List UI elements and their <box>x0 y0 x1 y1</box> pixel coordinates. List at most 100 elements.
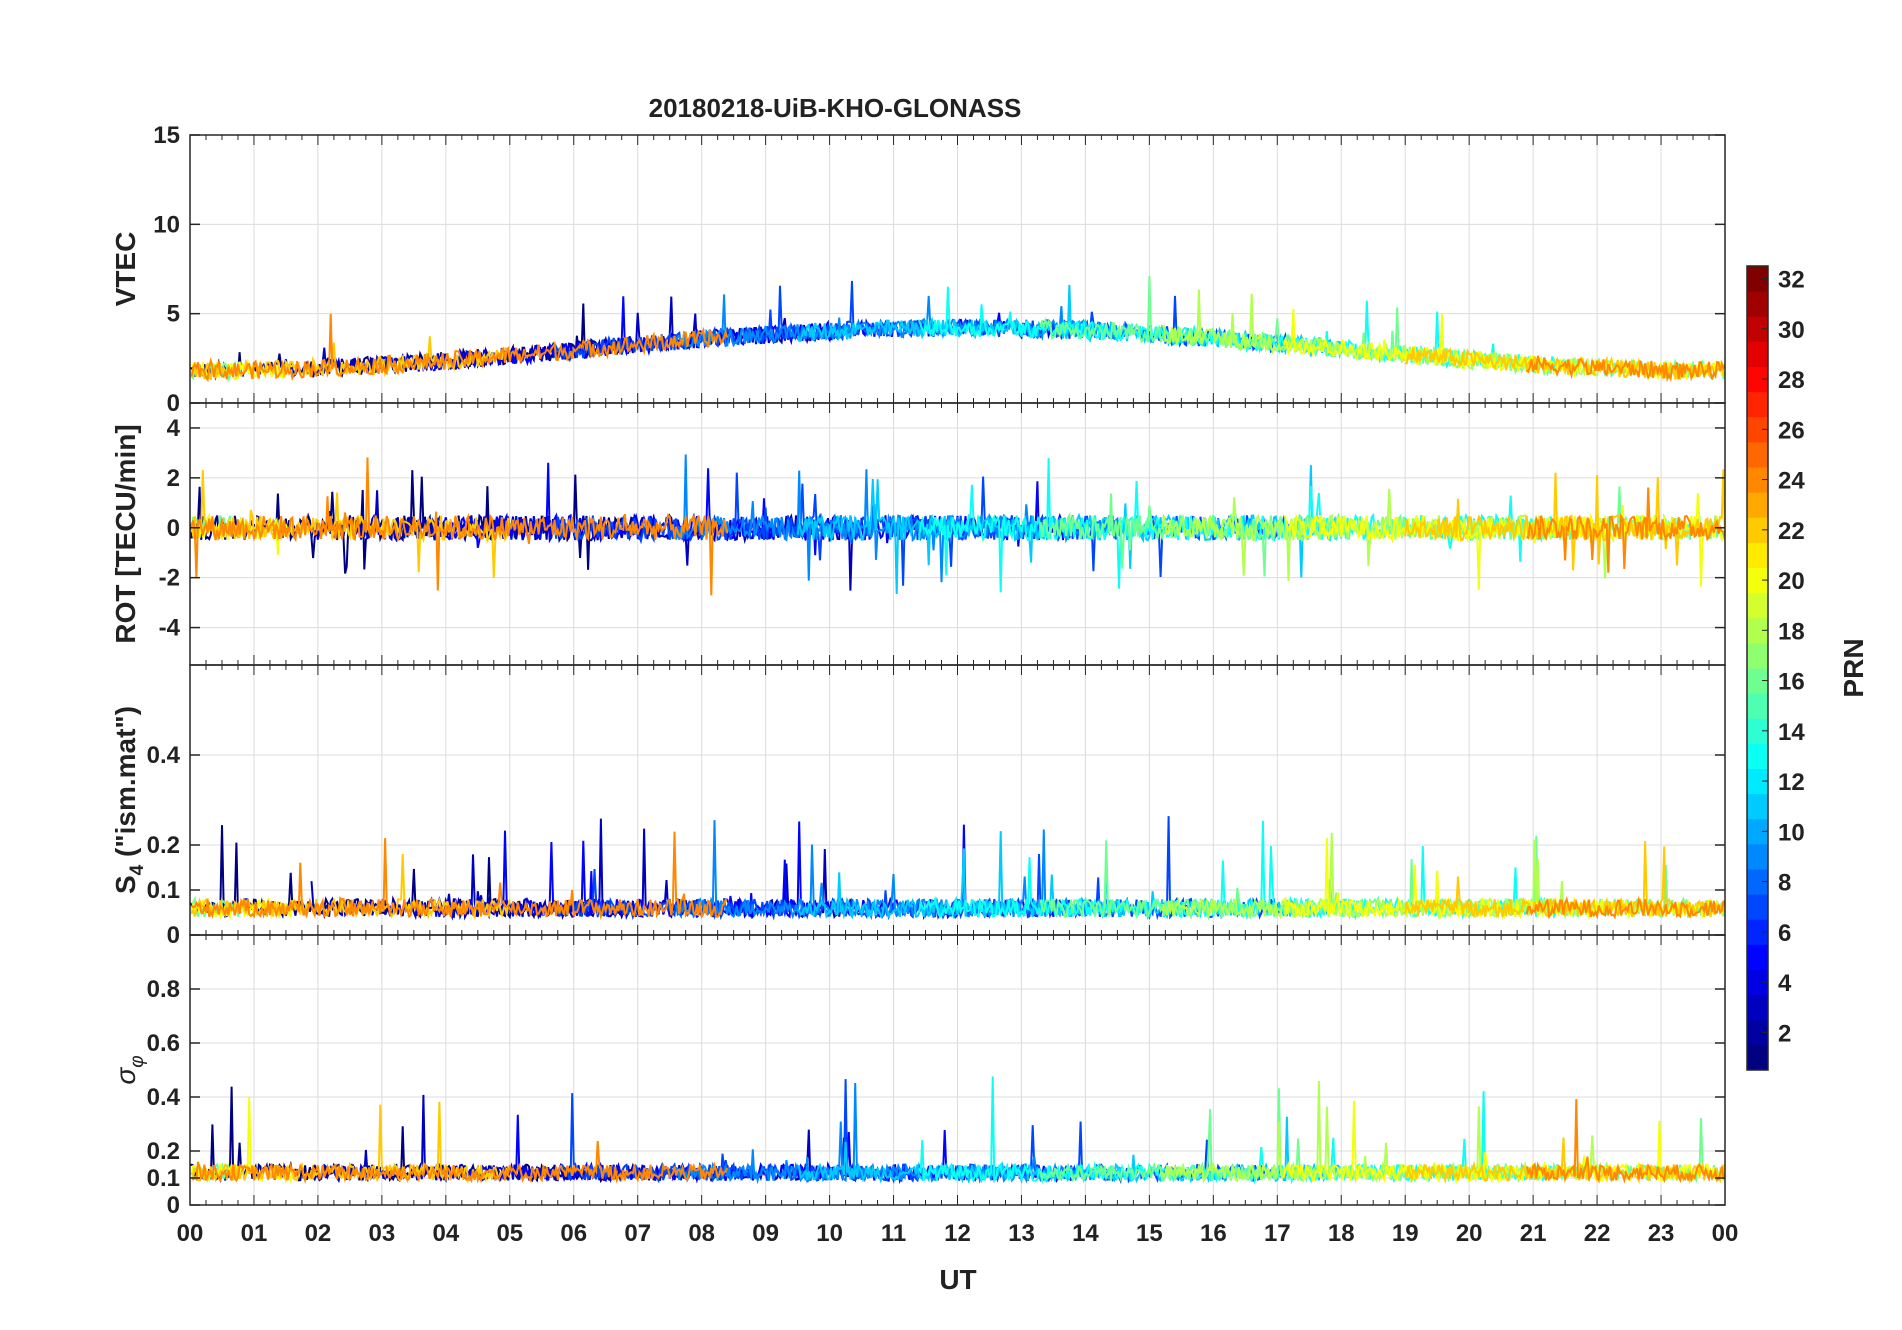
x-tick-label: 22 <box>1584 1220 1611 1247</box>
y-tick-label: 10 <box>153 211 180 238</box>
colorbar-tick-label: 4 <box>1778 970 1792 997</box>
y-tick-label: -4 <box>159 615 181 642</box>
colorbar-tick-label: 18 <box>1778 618 1805 645</box>
colorbar-tick-label: 32 <box>1778 267 1805 294</box>
y-tick-label: 0.1 <box>147 877 180 904</box>
x-tick-label: 17 <box>1264 1220 1291 1247</box>
colorbar-tick-label: 22 <box>1778 518 1805 545</box>
colorbar-tick-label: 26 <box>1778 417 1805 444</box>
chart-title: 20180218-UiB-KHO-GLONASS <box>649 93 1022 123</box>
colorbar-label: PRN <box>1838 638 1869 697</box>
colorbar-tick-label: 30 <box>1778 317 1805 344</box>
x-tick-label: 06 <box>560 1220 587 1247</box>
x-tick-label: 11 <box>881 1220 906 1247</box>
colorbar-tick-label: 14 <box>1778 719 1805 746</box>
y-tick-label: 0 <box>167 515 180 542</box>
x-tick-label: 09 <box>752 1220 779 1247</box>
colorbar-segment <box>1747 944 1768 970</box>
series-group <box>190 454 1725 596</box>
colorbar-tick-label: 2 <box>1778 1020 1791 1047</box>
x-tick-label: 00 <box>177 1220 204 1247</box>
y-tick-label: 0.8 <box>147 976 180 1003</box>
x-tick-label: 21 <box>1520 1220 1547 1247</box>
panel-rot: -4 -2 0 2 4 ROT [TECU/min] <box>110 402 1726 666</box>
colorbar-tick-label: 24 <box>1778 468 1805 495</box>
series-prn-line <box>310 490 855 591</box>
y-axis-label: σφ <box>110 1055 148 1084</box>
x-tick-label: 19 <box>1392 1220 1419 1247</box>
x-tick-label: 16 <box>1200 1220 1227 1247</box>
colorbar-segment <box>1747 793 1768 820</box>
x-tick-label: 03 <box>369 1220 396 1247</box>
colorbar-segment <box>1747 718 1768 744</box>
colorbar-segment <box>1747 642 1768 669</box>
colorbar-segment <box>1747 266 1768 292</box>
y-tick-label: -2 <box>159 565 180 592</box>
y-tick-label: 5 <box>167 301 180 328</box>
colorbar-segment <box>1747 617 1768 644</box>
colorbar-segment <box>1747 818 1768 845</box>
panel-sigma-phi: 00.10.2 0.4 0.6 0.8 σφ <box>110 934 1726 1219</box>
y-tick-label: 0 <box>167 1192 180 1219</box>
colorbar-segment <box>1747 567 1768 594</box>
x-tick-label: 14 <box>1072 1220 1099 1247</box>
colorbar-tick-label: 12 <box>1778 769 1805 796</box>
colorbar-segment <box>1747 668 1768 694</box>
x-axis-ticks: 00 01 02 03 04 05 06 07 08 09 10 11 12 13 14 15 16 17 18 19… <box>177 1220 1739 1247</box>
x-tick-label: 18 <box>1328 1220 1355 1247</box>
colorbar-segment <box>1747 743 1768 769</box>
colorbar-segment <box>1747 919 1768 945</box>
y-tick-label: 2 <box>167 465 180 492</box>
x-tick-label: 04 <box>432 1220 459 1247</box>
series-prn-line <box>675 1082 1124 1185</box>
x-tick-label: 07 <box>624 1220 651 1247</box>
series-prn-line <box>675 294 1124 350</box>
colorbar-frame <box>1746 265 1769 1071</box>
colorbar-segment <box>1747 492 1768 518</box>
colorbar-segment <box>1747 467 1768 493</box>
colorbar-segment <box>1747 291 1768 317</box>
series-prn-line <box>190 457 1725 596</box>
x-tick-label: 01 <box>241 1220 268 1247</box>
x-tick-label: 08 <box>688 1220 715 1247</box>
colorbar-segment <box>1747 366 1768 393</box>
colorbar-segment <box>1747 316 1768 342</box>
panel-s4: 0 0.1 0.2 0.4S4 ("ism.mat") <box>110 664 1726 949</box>
x-tick-label: 00 <box>1712 1220 1739 1247</box>
y-tick-label: 0 <box>167 390 180 417</box>
colorbar-segment <box>1747 869 1768 895</box>
colorbar-segment <box>1747 517 1768 543</box>
x-tick-label: 13 <box>1008 1220 1035 1247</box>
y-tick-label: 0.2 <box>147 832 180 859</box>
series-group <box>190 1076 1725 1185</box>
colorbar-segment <box>1747 416 1768 443</box>
y-tick-label: 0.4 <box>147 742 181 769</box>
colorbar-segment <box>1747 994 1768 1021</box>
colorbar-segment <box>1747 391 1768 418</box>
series-prn-line <box>190 831 1725 921</box>
y-tick-label: 0.1 <box>147 1165 180 1192</box>
series-group <box>190 276 1725 383</box>
colorbar-segment <box>1747 592 1768 619</box>
colorbar-segment <box>1747 542 1768 568</box>
series-group <box>190 816 1725 921</box>
series-prn-line <box>1161 832 1611 921</box>
x-tick-label: 10 <box>816 1220 843 1247</box>
colorbar-tick-label: 28 <box>1778 367 1805 394</box>
y-tick-label: 4 <box>167 415 181 442</box>
colorbar-tick-label: 20 <box>1778 568 1805 595</box>
x-tick-label: 23 <box>1648 1220 1675 1247</box>
x-axis-label: UT <box>939 1264 976 1295</box>
colorbar-tick-label: 16 <box>1778 669 1805 696</box>
colorbar-segment <box>1747 768 1768 795</box>
colorbar-segment <box>1747 1019 1768 1046</box>
y-axis-label: VTEC <box>110 232 141 307</box>
y-axis-label: ROT [TECU/min] <box>110 424 141 643</box>
x-tick-label: 15 <box>1136 1220 1163 1247</box>
colorbar-segment <box>1747 693 1768 719</box>
colorbar-segment <box>1747 894 1768 920</box>
x-tick-label: 05 <box>496 1220 523 1247</box>
colorbar-segment <box>1747 341 1768 367</box>
